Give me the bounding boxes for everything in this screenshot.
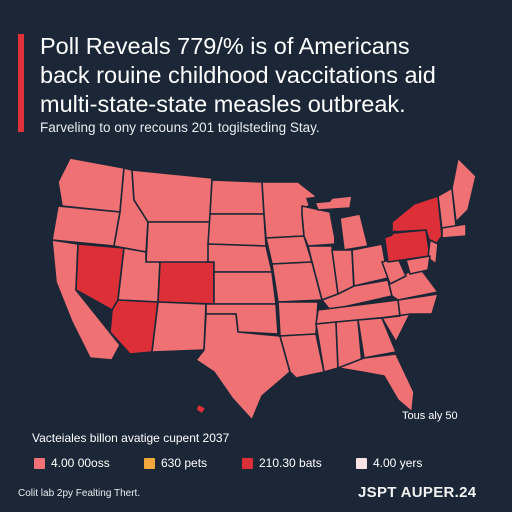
lake-superior (306, 194, 336, 204)
state-oregon (51, 205, 121, 247)
us-states-map (51, 157, 477, 421)
state-new-mexico (151, 301, 207, 353)
state-kansas (213, 271, 277, 305)
state-arkansas (277, 301, 319, 337)
state-montana (131, 169, 213, 223)
legend: 4.00 00oss 630 pets 210.30 bats 4.00 yer… (34, 455, 504, 471)
legend-swatch (144, 457, 155, 469)
legend-title: Vacteiales billon avatige cupent 2037 (32, 431, 230, 445)
legend-item: 4.00 yers (356, 455, 422, 471)
legend-swatch (356, 457, 367, 469)
legend-item: 210.30 bats (242, 455, 322, 471)
legend-item: 4.00 00oss (34, 455, 110, 471)
legend-swatch (34, 457, 45, 469)
legend-label: 630 pets (161, 456, 208, 470)
state-florida (337, 353, 415, 413)
lake-erie (372, 230, 396, 242)
legend-label: 210.30 bats (259, 456, 322, 470)
headline-accent-bar (18, 34, 24, 132)
state-north-dakota (209, 179, 265, 215)
state-texas (195, 313, 291, 421)
state-maine (451, 157, 477, 223)
lake-michigan (334, 214, 342, 246)
state-hawaii (195, 403, 207, 415)
state-nebraska (207, 243, 273, 273)
footer-brand: JSPT AUPER.24 (358, 484, 477, 501)
state-michigan (339, 213, 369, 251)
legend-item: 630 pets (144, 455, 207, 471)
map-note: Tous aly 50 (402, 410, 458, 422)
headline: Poll Reveals 779/% is of Americans back … (40, 32, 502, 119)
state-wisconsin (301, 205, 337, 247)
state-louisiana (279, 333, 325, 379)
state-washington (57, 157, 125, 213)
headline-line-2: back rouine childhood vaccitations aid (40, 62, 436, 88)
state-north-carolina (381, 293, 439, 319)
subheadline: Farveling to ony recouns 201 togilstedin… (40, 120, 320, 135)
state-maryland (405, 255, 431, 275)
headline-line-3: multi-state-state measles outbreak. (40, 91, 406, 117)
state-wyoming (145, 221, 211, 265)
legend-swatch (242, 457, 253, 469)
footer-credit: Colit lab 2py Fealting Thert. (18, 488, 141, 499)
state-south-dakota (207, 213, 267, 247)
state-massachusetts (441, 223, 467, 239)
state-georgia (357, 317, 397, 359)
legend-label: 4.00 yers (373, 456, 423, 470)
legend-label: 4.00 00oss (51, 456, 110, 470)
headline-line-1: Poll Reveals 779/% is of Americans (40, 33, 410, 59)
state-colorado (157, 261, 215, 305)
